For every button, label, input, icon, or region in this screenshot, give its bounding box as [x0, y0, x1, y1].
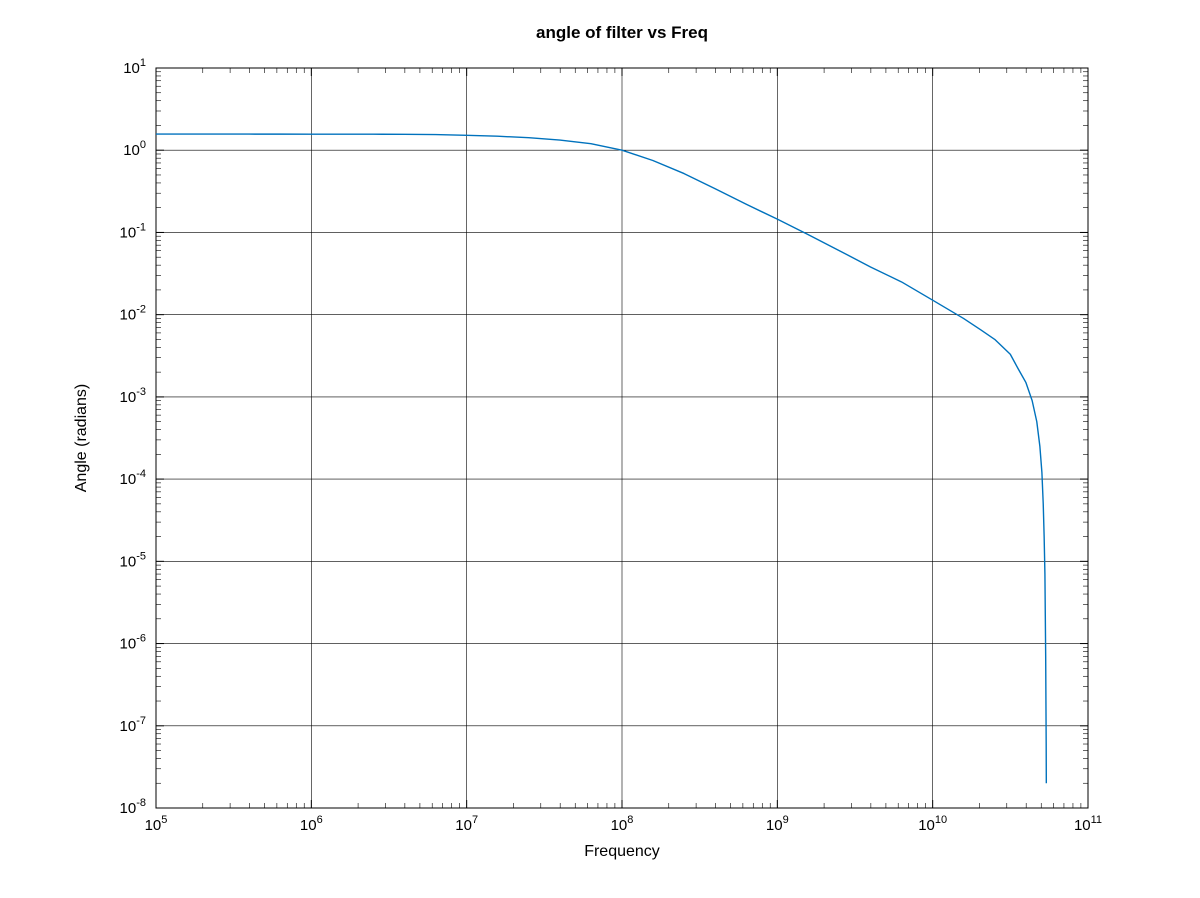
loglog-chart: 1051061071081091010101110-810-710-610-51…	[0, 0, 1200, 898]
chart-container: 1051061071081091010101110-810-710-610-51…	[0, 0, 1200, 898]
chart-title: angle of filter vs Freq	[536, 23, 708, 42]
y-axis-label: Angle (radians)	[73, 384, 90, 493]
x-axis-label: Frequency	[584, 843, 660, 860]
